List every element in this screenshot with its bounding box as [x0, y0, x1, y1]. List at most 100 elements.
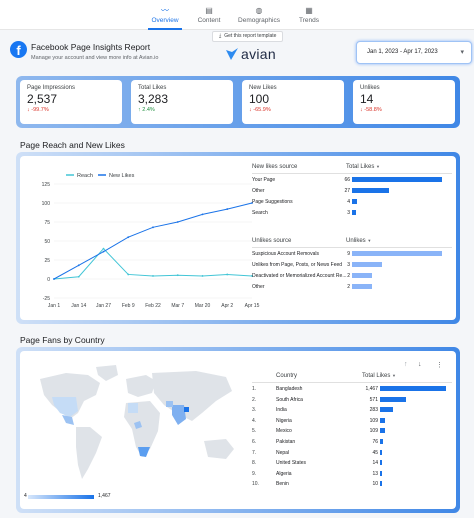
row-label: South Africa	[276, 396, 303, 403]
row-label: India	[276, 407, 287, 414]
data-point-reach[interactable]	[77, 275, 80, 278]
sort-desc-icon: ▼	[367, 238, 372, 243]
row-label: Your Page	[252, 177, 276, 183]
row-bar	[352, 199, 358, 204]
column-header[interactable]: New likes source	[252, 164, 298, 170]
more-options-icon[interactable]: ⋮	[436, 362, 443, 369]
column-header[interactable]: Unlikes source	[252, 238, 292, 244]
kpi-change: ↓ -99.7%	[27, 107, 49, 113]
data-point-new-likes[interactable]	[102, 250, 105, 253]
x-tick-label: Jan 14	[71, 303, 86, 309]
greenland-shape	[96, 365, 118, 381]
australia-shape	[204, 439, 234, 459]
map-legend-min: 4	[24, 493, 27, 499]
map-color-scale	[28, 495, 94, 499]
column-header[interactable]: Unlikes ▼	[346, 238, 371, 244]
data-point-reach[interactable]	[176, 274, 179, 277]
date-range-picker[interactable]: Jan 1, 2023 - Apr 17, 2023 ▾	[356, 41, 472, 64]
data-point-reach[interactable]	[226, 273, 229, 276]
row-label: Benin	[276, 481, 289, 488]
row-bar	[380, 449, 383, 455]
row-label: Mexico	[276, 428, 292, 435]
row-rank: 6.	[252, 439, 257, 445]
y-tick-label: -25	[43, 296, 50, 302]
row-value: 2	[347, 284, 350, 290]
unlikes-source-row[interactable]: Deactivated or Memorialized Account Re..…	[252, 272, 452, 280]
get-template-button[interactable]: ⤓ Get this report template	[212, 31, 284, 42]
column-header[interactable]: Total Likes ▼	[362, 373, 396, 379]
country-row[interactable]: 6. Pakistan 76	[252, 437, 462, 447]
tab-demographics[interactable]: ◍ Demographics	[233, 0, 285, 30]
reach-line-chart[interactable]: 125 100 75 50 25 0 -25 Jan 1 Jan 14 Jan 27 Feb 9 F…	[30, 164, 260, 312]
y-tick-label: 125	[42, 182, 51, 188]
country-row[interactable]: 10. Benin 10	[252, 479, 462, 489]
new-likes-source-row[interactable]: Your Page 66	[252, 176, 452, 184]
globe-icon: ◍	[255, 6, 263, 15]
country-row[interactable]: 1. Bangladesh 1,467	[252, 384, 462, 394]
tab-content[interactable]: ▤ Content	[189, 0, 229, 30]
brand-name: avian	[241, 46, 276, 62]
africa-shape	[124, 401, 160, 457]
sort-ascending-icon[interactable]: ↑	[404, 361, 408, 368]
y-tick-label: 50	[44, 239, 50, 245]
map-legend-max: 1,467	[98, 493, 111, 499]
row-bar	[352, 284, 372, 289]
unlikes-source-row[interactable]: Other 2	[252, 283, 452, 291]
row-rank: 10.	[252, 481, 259, 488]
country-row[interactable]: 3. India 283	[252, 405, 462, 415]
country-row[interactable]: 4. Nigeria 109	[252, 416, 462, 426]
new-likes-source-row[interactable]: Search 3	[252, 209, 452, 217]
tab-label: Content	[197, 17, 221, 24]
unlikes-source-row[interactable]: Unlikes from Page, Posts, or News Feed 3	[252, 261, 452, 269]
row-value: 109	[369, 417, 378, 424]
country-row[interactable]: 7. Nepal 45	[252, 448, 462, 458]
country-row[interactable]: 5. Mexico 109	[252, 426, 462, 436]
data-point-new-likes[interactable]	[152, 226, 154, 229]
kpi-value: 14	[360, 92, 374, 106]
series-line-reach[interactable]	[53, 247, 253, 280]
india-shape	[172, 405, 186, 425]
tab-label: Overview	[151, 17, 179, 24]
tab-trends[interactable]: ▦ Trends	[289, 0, 329, 30]
data-point-new-likes[interactable]	[53, 278, 55, 280]
data-point-reach[interactable]	[201, 275, 204, 277]
column-header[interactable]: Country	[276, 373, 298, 379]
row-bar	[380, 386, 446, 391]
row-bar	[380, 481, 382, 487]
y-tick-label: 75	[44, 220, 50, 226]
column-header[interactable]: Total Likes ▼	[346, 164, 380, 170]
fans-section-title: Page Fans by Country	[20, 335, 105, 345]
data-point-reach[interactable]	[251, 275, 253, 277]
data-point-new-likes[interactable]	[226, 208, 229, 210]
data-point-new-likes[interactable]	[77, 264, 80, 267]
page-subtitle[interactable]: Manage your account and view more info a…	[31, 55, 159, 61]
data-point-new-likes[interactable]	[201, 213, 204, 216]
united-states-shape	[52, 397, 78, 417]
data-point-new-likes[interactable]	[176, 221, 179, 223]
unlikes-source-row[interactable]: Suspicious Account Removals 9	[252, 250, 452, 258]
avian-logo[interactable]: avian	[226, 46, 276, 62]
row-bar	[380, 396, 406, 402]
row-rank: 1.	[252, 386, 257, 392]
data-point-reach[interactable]	[127, 273, 130, 276]
row-label: Deactivated or Memorialized Account Re..…	[252, 273, 347, 279]
x-tick-label: Jan 1	[48, 303, 60, 309]
new-likes-source-row[interactable]: Other 27	[252, 187, 452, 195]
sort-descending-icon[interactable]: ↓	[418, 361, 422, 368]
new-likes-source-row[interactable]: Page Suggestions 4	[252, 198, 452, 206]
fans-panel-body: 4 1,467 ↑ ↓ ⋮ Country Total Likes ▼ 1. Ba…	[20, 351, 456, 509]
divider	[252, 173, 452, 174]
data-point-new-likes[interactable]	[251, 202, 253, 204]
template-button-label: Get this report template	[224, 33, 277, 39]
country-row[interactable]: 9. Algeria 13	[252, 469, 462, 479]
row-rank: 4.	[252, 417, 257, 424]
world-map[interactable]	[26, 361, 248, 491]
facebook-logo-icon: f	[10, 41, 27, 58]
data-point-new-likes[interactable]	[127, 236, 130, 239]
tab-overview[interactable]: 〰 Overview	[145, 0, 185, 30]
country-row[interactable]: 2. South Africa 571	[252, 395, 462, 405]
country-row[interactable]: 8. United States 14	[252, 458, 462, 468]
bangladesh-shape	[184, 407, 189, 412]
data-point-reach[interactable]	[102, 247, 105, 250]
data-point-reach[interactable]	[152, 275, 154, 277]
